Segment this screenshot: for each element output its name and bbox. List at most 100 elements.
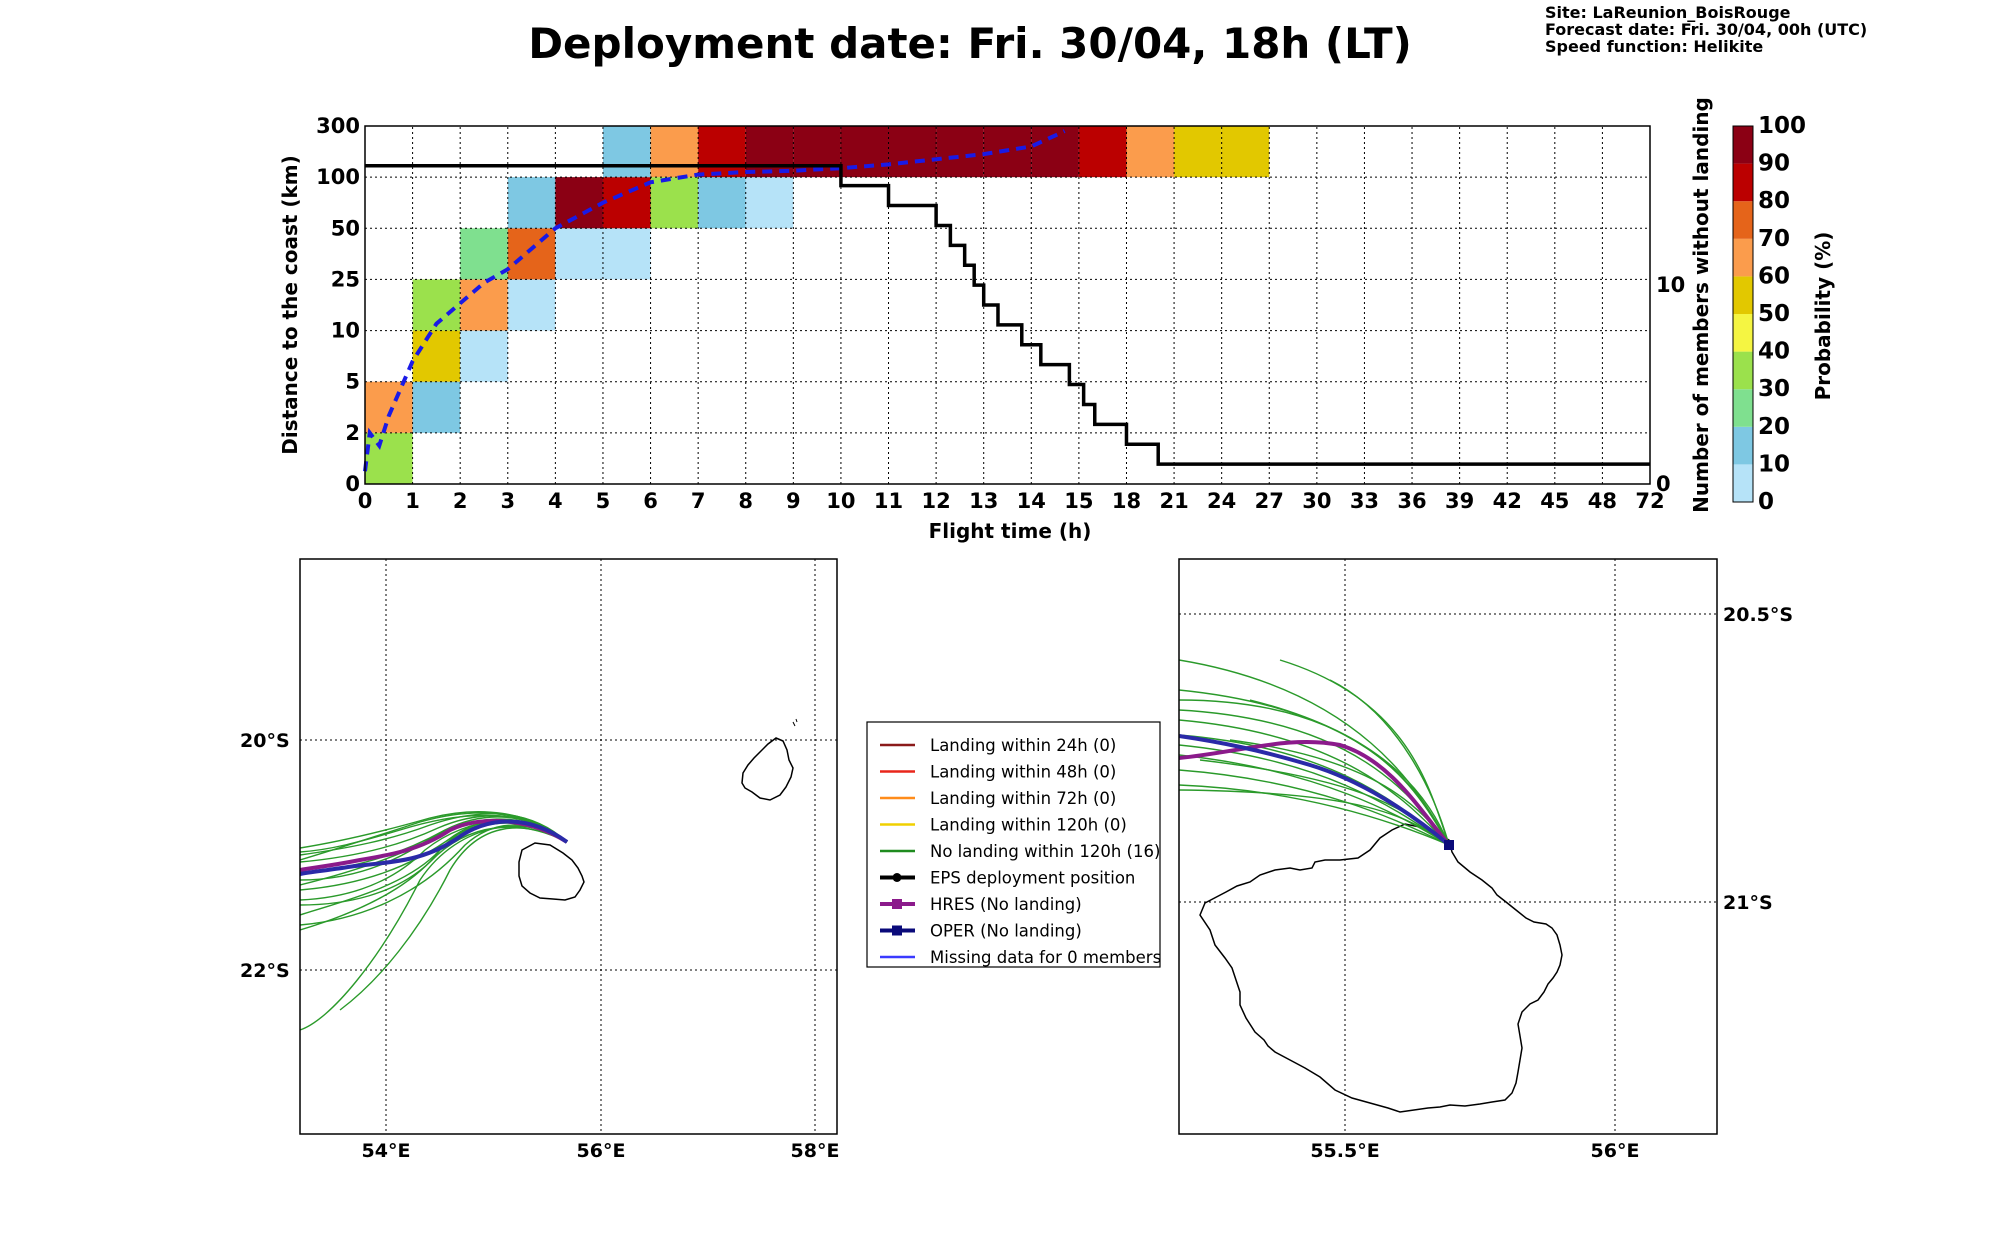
- legend-entry: No landing within 120h (16): [880, 842, 1160, 861]
- x-tick-label: 21: [1159, 489, 1188, 513]
- ensemble-track: [1199, 759, 1450, 846]
- heatmap-cell: [365, 381, 413, 433]
- colorbar-tick-label: 70: [1758, 226, 1790, 252]
- ensemble-track: [300, 825, 568, 1031]
- y2-tick-label: 0: [1656, 472, 1671, 496]
- y-tick-label: 100: [316, 165, 360, 189]
- left-map-gridlines: [300, 559, 837, 1134]
- forecast-label: Forecast date: Fri. 30/04, 00h (UTC): [1545, 20, 1867, 39]
- right-map: 55.5°E 56°E 20.5°S 21°S: [1178, 558, 1793, 1162]
- heatmap-cell: [555, 228, 603, 280]
- heatmap-cell: [602, 177, 651, 229]
- x-tick-label: 10: [826, 489, 855, 513]
- legend-entry: HRES (No landing): [880, 895, 1082, 914]
- heatmap-cell: [1221, 126, 1270, 178]
- heatmap-grid: [365, 126, 1650, 484]
- colorbar-cell: [1733, 314, 1753, 352]
- heatmap-cell: [365, 432, 413, 484]
- ensemble-track: [1329, 679, 1450, 846]
- legend-entry: OPER (No landing): [880, 922, 1082, 941]
- colorbar-cell: [1733, 238, 1753, 277]
- left-map-coastlines: [518, 718, 798, 901]
- x-tick-label: 5: [596, 489, 611, 513]
- legend-label: Missing data for 0 members: [930, 948, 1161, 967]
- colorbar-cell: [1733, 276, 1753, 314]
- right-map-tracks: [1179, 659, 1451, 847]
- probability-heatmap: 0 1 2 3 4 5 6 7 8 9 10 11 12 13 14 15 18 21 24 27 30 33 36 39 42…: [278, 97, 1713, 543]
- heatmap-cell: [936, 126, 984, 178]
- ensemble-track: [1249, 699, 1450, 846]
- right-map-xtick: 55.5°E: [1310, 1140, 1379, 1162]
- colorbar-cell: [1733, 126, 1753, 164]
- x-tick-label: 4: [548, 489, 563, 513]
- legend-label: OPER (No landing): [930, 922, 1082, 941]
- colorbar-tick-label: 80: [1758, 188, 1790, 214]
- x-tick-label: 30: [1302, 489, 1331, 513]
- x-tick-label: 24: [1207, 489, 1236, 513]
- x-tick-label: 14: [1017, 489, 1046, 513]
- ensemble-track: [339, 827, 568, 1011]
- ensemble-track: [1179, 754, 1450, 846]
- y-tick-label: 5: [345, 370, 360, 394]
- heatmap-cell: [507, 279, 556, 331]
- right-map-frame: [1178, 558, 1718, 1135]
- ensemble-track: [300, 811, 568, 849]
- heatmap-cell: [460, 330, 508, 382]
- legend-frame: [866, 721, 1161, 968]
- heatmap-cell: [1126, 126, 1175, 178]
- colorbar-tick-label: 20: [1758, 414, 1790, 440]
- colorbar-tick-label: 30: [1758, 376, 1790, 402]
- ensemble-track: [1179, 769, 1450, 846]
- ensemble-track: [1279, 659, 1450, 846]
- y-tick-label: 25: [331, 267, 360, 291]
- legend-marker: [892, 925, 902, 936]
- colorbar-cell: [1733, 426, 1753, 465]
- legend: Landing within 24h (0) Landing within 48h…: [866, 721, 1161, 968]
- colorbar-tick-label: 50: [1758, 301, 1790, 327]
- heatmap-cell: [698, 126, 746, 178]
- x-tick-label: 15: [1064, 489, 1093, 513]
- heatmap-cell: [602, 228, 651, 280]
- left-map-tracks: [300, 811, 569, 1031]
- reunion-island-coast: [1199, 823, 1563, 1113]
- ensemble-track: [1179, 719, 1450, 846]
- reunion-island-coast: [518, 842, 585, 901]
- left-map-ytick: 20°S: [240, 730, 290, 752]
- x-tick-label: 0: [358, 489, 373, 513]
- x-tick-label: 12: [921, 489, 950, 513]
- ensemble-track: [300, 820, 568, 901]
- heatmap-frame: [364, 125, 1651, 485]
- left-map-xtick: 58°E: [791, 1140, 840, 1162]
- y-tick-label: 0: [345, 472, 360, 496]
- colorbar-tick-label: 100: [1758, 113, 1806, 139]
- ensemble-track: [1179, 789, 1450, 846]
- x-tick-label: 9: [786, 489, 801, 513]
- x-tick-label: 6: [643, 489, 658, 513]
- right-map-ytick: 20.5°S: [1723, 604, 1793, 626]
- left-map-xtick: 54°E: [362, 1140, 411, 1162]
- heatmap-cell: [745, 177, 794, 229]
- heatmap-series: [363, 129, 1650, 472]
- legend-entry: EPS deployment position: [880, 869, 1135, 888]
- left-map-frame: [299, 558, 838, 1135]
- x-tick-label: 36: [1397, 489, 1426, 513]
- colorbar-tick-label: 0: [1758, 489, 1774, 515]
- ensemble-track: [1179, 784, 1450, 846]
- legend-marker: [892, 873, 902, 882]
- x-tick-label: 45: [1540, 489, 1569, 513]
- legend-label: EPS deployment position: [930, 869, 1135, 888]
- colorbar: 0 10 20 30 40 50 60 70 80 90 100 Probability (%): [1732, 113, 1835, 515]
- figure-title: Deployment date: Fri. 30/04, 18h (LT): [528, 19, 1412, 68]
- colorbar-cell: [1733, 163, 1753, 202]
- legend-entry: Missing data for 0 members: [880, 948, 1161, 967]
- heatmap-cell: [460, 279, 508, 331]
- y-axis-label: Distance to the coast (km): [278, 155, 302, 455]
- ensemble-track: [300, 815, 568, 863]
- x-tick-label: 27: [1255, 489, 1284, 513]
- heatmap-cell: [650, 177, 699, 229]
- x-axis-label: Flight time (h): [929, 519, 1092, 543]
- x-tick-label: 2: [453, 489, 468, 513]
- legend-entry: Landing within 48h (0): [880, 763, 1116, 782]
- x-tick-label: 39: [1445, 489, 1474, 513]
- colorbar-cell: [1733, 464, 1753, 502]
